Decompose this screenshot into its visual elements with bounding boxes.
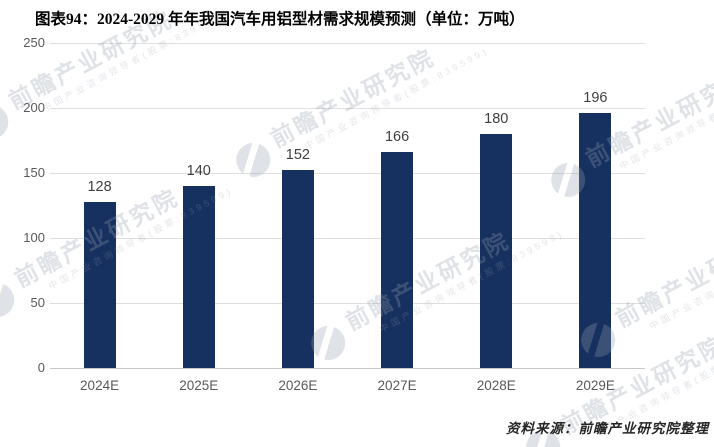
x-tick-label: 2029E (575, 378, 615, 393)
x-tick-label: 2025E (179, 378, 219, 393)
gridline (50, 238, 645, 239)
y-tick-label: 150 (23, 165, 45, 180)
x-tick-label: 2026E (278, 378, 318, 393)
gridline (50, 43, 645, 44)
chart-title: 图表94：2024-2029 年年我国汽车用铝型材需求规模预测（单位：万吨） (35, 11, 525, 28)
x-tick-label: 2027E (377, 378, 417, 393)
y-tick-label: 50 (30, 295, 45, 310)
bar-value-label: 152 (285, 147, 310, 164)
bar-value-label: 180 (484, 111, 509, 127)
bar (182, 186, 215, 368)
bar (281, 170, 314, 368)
bar-value-label: 140 (186, 163, 211, 179)
x-axis-line (50, 368, 645, 369)
bar-value-label: 196 (583, 90, 608, 107)
bar (579, 113, 612, 368)
y-tick-label: 0 (37, 360, 45, 375)
gridline (50, 303, 645, 304)
x-tick-label: 2024E (80, 378, 120, 393)
x-tick-label: 2028E (476, 378, 516, 393)
y-tick-label: 200 (23, 100, 45, 115)
source-note: 资料来源：前瞻产业研究院整理 (506, 421, 709, 436)
y-tick-label: 100 (23, 230, 45, 245)
bar-value-label: 166 (384, 129, 410, 146)
bar (480, 134, 513, 368)
gridline (50, 108, 645, 109)
gridline (50, 173, 645, 174)
bar-value-label: 128 (87, 178, 112, 195)
bar (83, 201, 116, 368)
bar (381, 152, 414, 368)
y-tick-label: 250 (23, 35, 45, 50)
